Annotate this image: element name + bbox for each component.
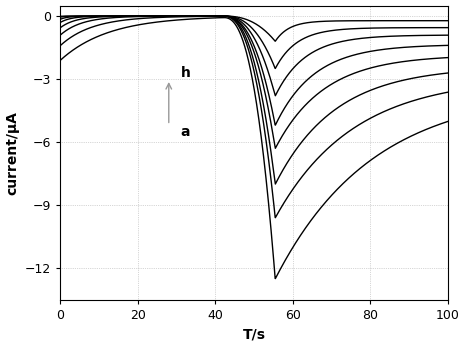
Text: h: h [180, 66, 190, 80]
Y-axis label: current/μA: current/μA [6, 111, 20, 195]
Text: a: a [180, 125, 190, 139]
X-axis label: T/s: T/s [242, 328, 266, 341]
